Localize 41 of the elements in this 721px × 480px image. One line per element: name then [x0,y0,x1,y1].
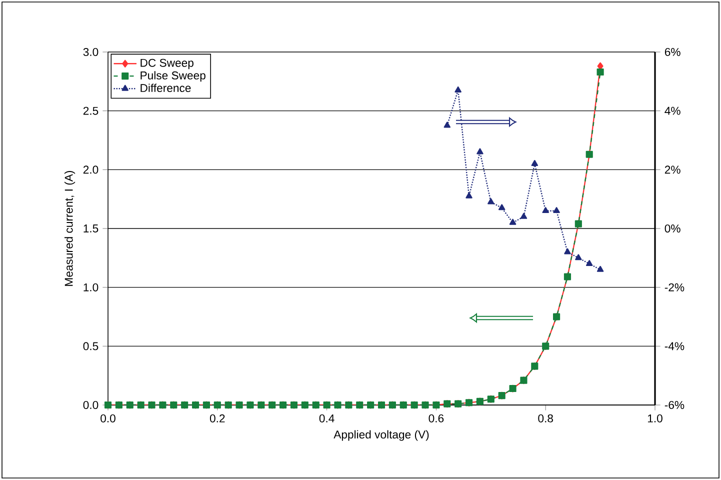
point [444,122,451,128]
point [531,160,538,166]
point [542,207,549,214]
point [488,198,494,204]
x-tick-label: 0.8 [538,414,553,422]
y-tick-label: 3.0 [83,48,98,56]
point [454,86,462,92]
y2-tick-label: 0% [664,224,680,233]
y-tick-label: 0.5 [83,342,98,350]
y2-tick-label: 6% [664,48,680,56]
x-tick-label: 0.0 [100,414,116,422]
point [498,204,506,210]
legend-label: DC Sweep [140,58,194,70]
x-tick-label: 0.2 [210,414,225,422]
y2-tick-label: -2% [664,283,684,292]
legend-label: Pulse Sweep [140,71,206,82]
point [596,68,604,76]
y2-tick-label: -4% [664,342,684,350]
point [586,260,593,266]
point [476,148,484,154]
x-axis-title: Applied voltage (V) [334,430,429,441]
y2-tick-label: -6% [664,401,684,410]
point [466,192,472,198]
x-tick-label: 0.6 [428,414,444,422]
point [520,212,528,219]
point [553,207,560,214]
y-tick-label: 2.5 [83,106,98,115]
y-tick-label: 2.0 [83,166,98,174]
y2-tick-label: 2% [664,166,680,174]
y-axis-title: Measured current, I (A) [64,170,76,286]
x-tick-label: 1.0 [648,414,662,422]
point [575,254,582,260]
y-tick-label: 1.5 [84,224,98,232]
y-tick-label: 0.0 [83,401,98,410]
point [564,248,571,254]
legend-label: Difference [140,84,191,92]
point [509,218,516,225]
x-tick-label: 0.4 [319,414,334,422]
y-tick-label: 1.0 [84,283,98,292]
point [596,266,604,272]
y2-tick-label: 4% [664,106,680,115]
